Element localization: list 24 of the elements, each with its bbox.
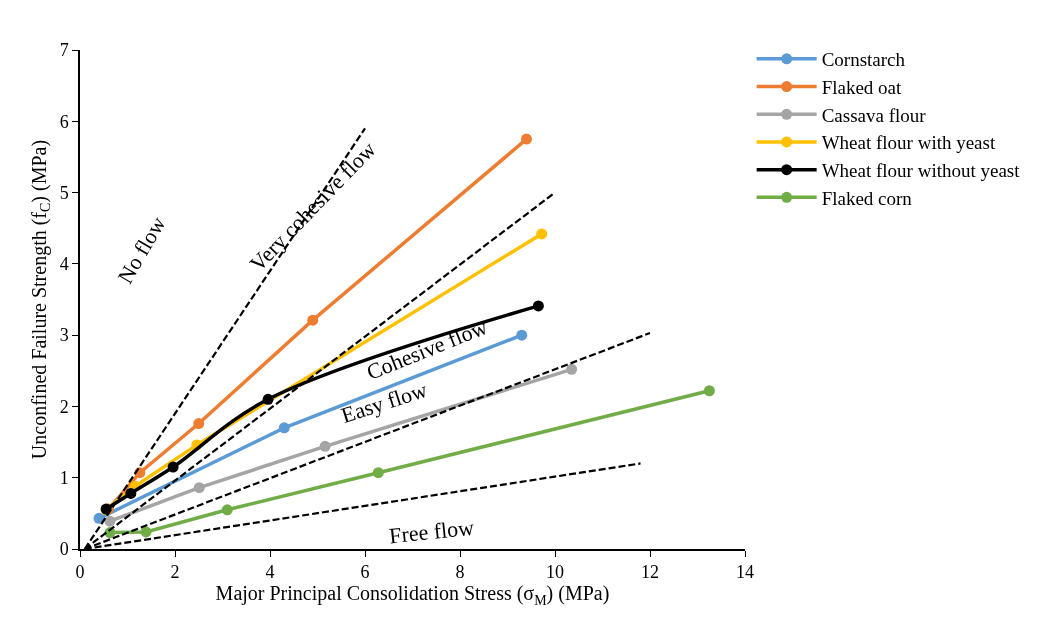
legend-label: Wheat flour with yeast xyxy=(821,132,996,154)
x-tick-label: 4 xyxy=(265,562,275,583)
y-tick-label: 4 xyxy=(59,254,69,275)
x-tick-label: 0 xyxy=(75,562,85,583)
x-tick-label: 8 xyxy=(455,562,465,583)
legend-label: Wheat flour without yeast xyxy=(821,160,1021,182)
annotation: Free flow xyxy=(387,514,476,549)
legend-label: Flaked oat xyxy=(821,76,903,98)
x-tick-label: 2 xyxy=(170,562,180,583)
y-tick-label: 7 xyxy=(59,40,69,61)
x-axis-title: Major Principal Consolidation Stress (σ$_{M}$) (MPa) xyxy=(215,582,610,608)
y-tick-label: 2 xyxy=(59,396,69,417)
y-tick-label: 5 xyxy=(59,182,69,203)
legend-label: Flaked corn xyxy=(821,187,913,209)
y-tick-label: 6 xyxy=(59,111,69,132)
x-tick-label: 6 xyxy=(360,562,370,583)
legend-label: Cornstarch xyxy=(821,49,906,71)
y-tick-label: 0 xyxy=(59,539,69,560)
x-tick-label: 10 xyxy=(546,562,564,583)
legend-label: Cassava flour xyxy=(821,104,927,126)
y-tick-label: 3 xyxy=(59,325,69,346)
y-tick-label: 1 xyxy=(59,468,69,489)
x-tick-label: 14 xyxy=(736,562,754,583)
x-tick-label: 12 xyxy=(641,562,659,583)
